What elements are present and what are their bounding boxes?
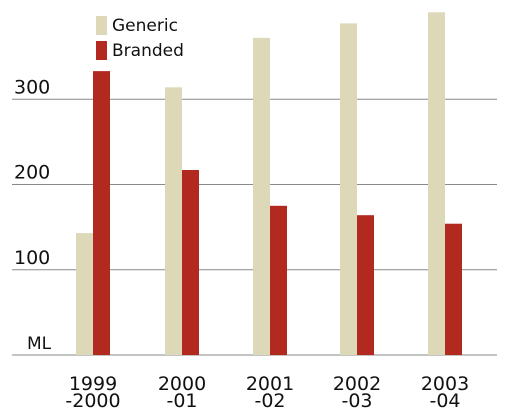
- category-label-line1: 2002: [333, 373, 381, 395]
- y-tick-label: 100: [14, 247, 50, 269]
- bar-generic-1: [165, 87, 182, 355]
- bar-branded-4: [445, 223, 462, 355]
- bar-generic-3: [340, 23, 357, 355]
- bars: [76, 12, 462, 356]
- category-label-line2: -03: [341, 390, 372, 408]
- legend-label-generic: Generic: [112, 16, 178, 36]
- bar-generic-4: [428, 12, 445, 355]
- y-tick-label: 300: [14, 76, 50, 98]
- category-label: 1999 -2000: [65, 373, 120, 408]
- category-label: 2002 -03: [333, 373, 381, 408]
- category-label: 2001 -02: [246, 373, 294, 408]
- legend: Generic Branded: [96, 16, 184, 61]
- bar-branded-1: [182, 170, 199, 355]
- unit-label: ML: [27, 334, 52, 354]
- category-label-line2: -02: [254, 390, 285, 408]
- bar-branded-2: [270, 205, 287, 355]
- category-label-line1: 1999: [69, 373, 117, 395]
- bar-generic-2: [253, 37, 270, 356]
- category-label-line2: -04: [429, 390, 460, 408]
- category-label-line1: 2000: [158, 373, 206, 395]
- category-label-line2: -01: [166, 390, 197, 408]
- legend-swatch-branded: [96, 41, 107, 60]
- bar-branded-0: [93, 71, 110, 356]
- category-label: 2003 -04: [421, 373, 469, 408]
- bar-generic-0: [76, 233, 93, 355]
- category-label-line1: 2003: [421, 373, 469, 395]
- legend-label-branded: Branded: [112, 41, 184, 61]
- category-label-line1: 2001: [246, 373, 294, 395]
- bar-branded-3: [357, 215, 374, 355]
- category-label: 2000 -01: [158, 373, 206, 408]
- y-tick-label: 200: [14, 162, 50, 184]
- category-label-line2: -2000: [65, 390, 120, 408]
- legend-swatch-generic: [96, 16, 107, 35]
